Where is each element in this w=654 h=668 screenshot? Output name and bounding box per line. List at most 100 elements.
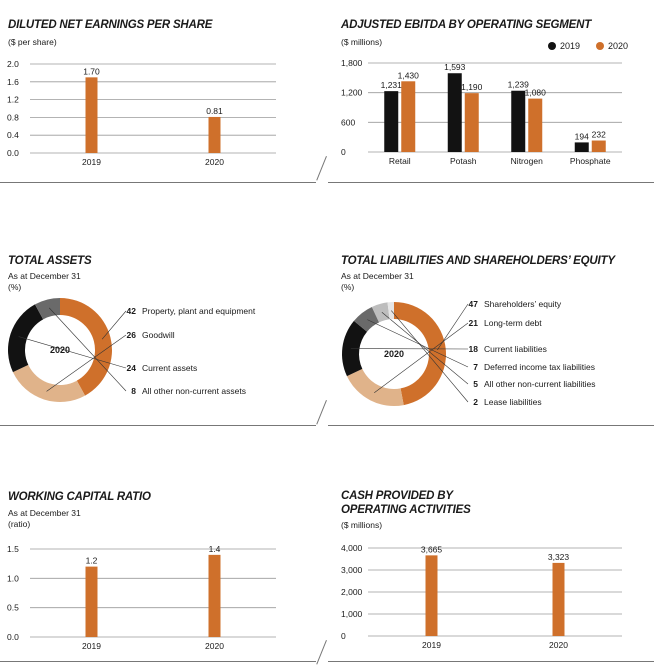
ebitda-title: ADJUSTED EBITDA BY OPERATING SEGMENT <box>341 19 592 31</box>
assets-title: TOTAL ASSETS <box>8 255 92 267</box>
donut-slice <box>34 298 60 320</box>
x-tick-label: 2019 <box>82 157 101 167</box>
y-tick-label: 2,000 <box>341 587 363 597</box>
divider <box>0 425 316 426</box>
x-tick-label: 2020 <box>205 157 224 167</box>
eps-title: DILUTED NET EARNINGS PER SHARE <box>8 19 213 31</box>
bar <box>528 98 543 152</box>
divider-slash <box>316 640 327 665</box>
ebitda-legend: 2019 2020 <box>538 41 628 51</box>
slice-value-label: 26 <box>127 330 137 340</box>
slice-value-label: 42 <box>127 306 137 316</box>
slice-value-label: 5 <box>473 379 478 389</box>
bar-value-label: 0.81 <box>206 106 223 116</box>
eps-bar-chart: 0.0 0.4 0.8 1.2 1.6 2.0 1.70 2019 0.81 2020 <box>7 59 276 167</box>
leader-line <box>46 334 127 392</box>
y-tick-label: 0.5 <box>7 603 19 613</box>
x-tick-label: Retail <box>389 156 411 166</box>
cash-title-line2: OPERATING ACTIVITIES <box>341 504 471 516</box>
bar-value-label: 1,190 <box>461 82 483 92</box>
divider <box>0 182 316 183</box>
y-tick-label: 0.8 <box>7 112 19 122</box>
y-tick-label: 1.6 <box>7 77 19 87</box>
bar-value-label: 1.70 <box>83 66 100 76</box>
divider <box>328 425 654 426</box>
liabilities-subtitle-1: As at December 31 <box>341 271 414 281</box>
slice-name-label: All other non-current liabilities <box>484 379 596 389</box>
bar <box>574 142 589 152</box>
divider <box>328 182 654 183</box>
leader-line <box>367 319 469 368</box>
x-tick-label: Potash <box>450 156 477 166</box>
divider-slash <box>316 156 327 181</box>
legend-label-2019: 2019 <box>560 41 581 51</box>
slice-value-label: 7 <box>473 362 478 372</box>
bar <box>591 140 606 152</box>
bar-value-label: 3,323 <box>548 552 570 562</box>
bar <box>85 77 98 153</box>
slice-name-label: Goodwill <box>142 330 175 340</box>
legend-label-2020: 2020 <box>608 41 629 51</box>
bar-value-label: 1,231 <box>381 80 403 90</box>
legend-swatch-2019 <box>548 42 556 50</box>
bar-value-label: 1.2 <box>86 556 98 566</box>
donut-center-label: 2020 <box>384 349 404 359</box>
y-tick-label: 0.0 <box>7 632 19 642</box>
y-tick-label: 1.2 <box>7 95 19 105</box>
wcr-subtitle-1: As at December 31 <box>8 508 81 518</box>
y-tick-label: 0 <box>341 631 346 641</box>
donut-slice <box>394 302 446 406</box>
wcr-bar-chart: 0.0 0.5 1.0 1.5 1.2 2019 1.4 2020 <box>7 544 276 651</box>
leader-line <box>374 322 469 393</box>
bar <box>425 555 438 636</box>
leader-line <box>48 307 127 392</box>
cash-subtitle: ($ millions) <box>341 520 383 530</box>
x-tick-label: Phosphate <box>570 156 611 166</box>
leader-line <box>381 311 469 385</box>
bar-value-label: 1,239 <box>508 80 530 90</box>
slice-name-label: Deferred income tax liabilities <box>484 362 595 372</box>
bar <box>208 554 221 637</box>
legend-swatch-2020 <box>596 42 605 50</box>
assets-subtitle-2: (%) <box>8 282 22 292</box>
slice-name-label: Current liabilities <box>484 344 547 354</box>
bar <box>401 81 416 152</box>
bar-value-label: 232 <box>592 130 606 140</box>
y-tick-label: 1,000 <box>341 609 363 619</box>
bar <box>85 566 98 637</box>
slice-name-label: Long-term debt <box>484 318 542 328</box>
wcr-title: WORKING CAPITAL RATIO <box>8 491 151 503</box>
donut-slice <box>12 364 86 402</box>
bar <box>208 116 221 153</box>
divider <box>0 661 316 662</box>
bar-value-label: 1.4 <box>209 544 221 554</box>
bar-value-label: 3,665 <box>421 544 443 554</box>
slice-value-label: 2 <box>473 397 478 407</box>
donut-slice <box>371 302 390 323</box>
y-tick-label: 0.0 <box>7 148 19 158</box>
y-tick-label: 0.4 <box>7 130 19 140</box>
y-tick-label: 1.5 <box>7 544 19 554</box>
leader-line <box>437 303 469 351</box>
leader-line <box>391 310 469 403</box>
cash-title-line1: CASH PROVIDED BY <box>341 490 453 502</box>
bar <box>384 91 399 152</box>
donut-slice <box>353 306 380 332</box>
donut-slice <box>346 368 404 406</box>
donut-center-label: 2020 <box>50 345 70 355</box>
bar-value-label: 194 <box>575 131 589 141</box>
y-tick-label: 1,200 <box>341 88 363 98</box>
y-tick-label: 0 <box>341 147 346 157</box>
slice-value-label: 18 <box>469 344 479 354</box>
donut-slice <box>60 298 112 396</box>
slice-name-label: Current assets <box>142 363 197 373</box>
x-tick-label: 2019 <box>422 640 441 650</box>
slice-value-label: 8 <box>131 386 136 396</box>
x-tick-label: 2019 <box>82 641 101 651</box>
bar <box>552 562 565 636</box>
slice-value-label: 24 <box>127 363 137 373</box>
liabilities-title: TOTAL LIABILITIES AND SHAREHOLDERS’ EQUI… <box>341 255 615 267</box>
bar-value-label: 1,080 <box>525 88 547 98</box>
bar <box>464 93 479 152</box>
